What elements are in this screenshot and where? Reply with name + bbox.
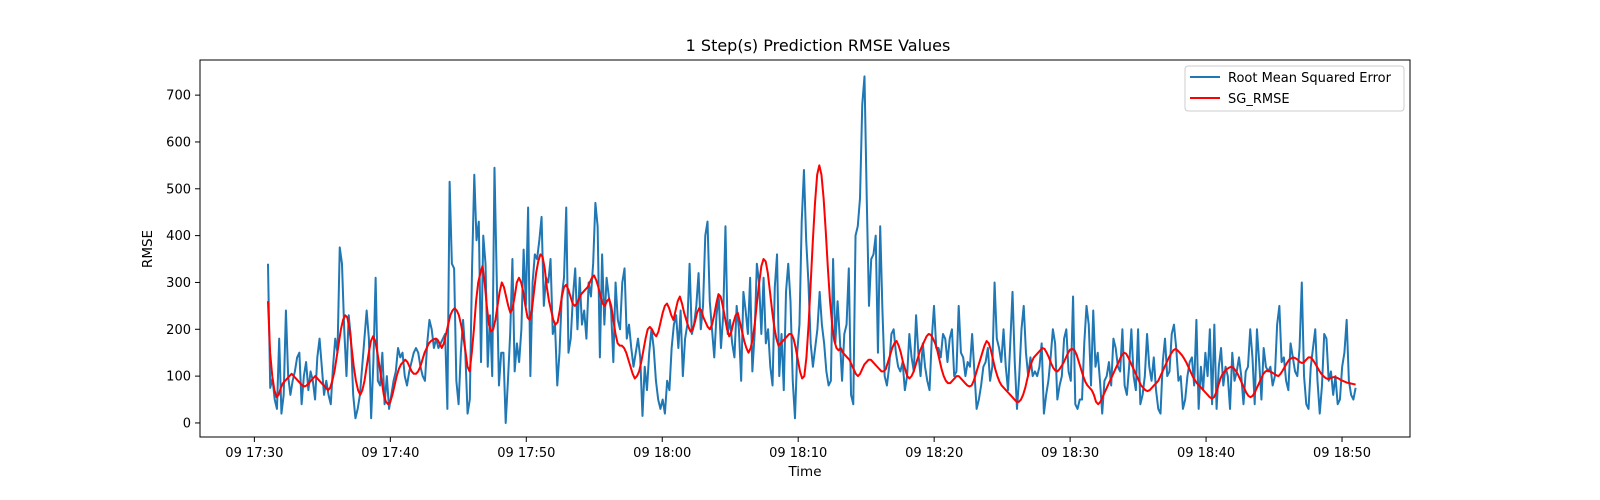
y-tick-label: 500 bbox=[166, 182, 191, 197]
x-tick-label: 09 18:20 bbox=[905, 446, 963, 461]
y-tick-label: 600 bbox=[166, 135, 191, 150]
plot-area bbox=[199, 59, 1411, 438]
y-tick-label: 400 bbox=[166, 229, 191, 244]
x-tick-label: 09 17:30 bbox=[225, 446, 283, 461]
y-axis-title: RMSE bbox=[140, 230, 156, 268]
legend: Root Mean Squared Error SG_RMSE bbox=[1184, 65, 1405, 112]
x-axis: 09 17:30 09 17:40 09 17:50 09 18:00 09 18:10… bbox=[225, 437, 1371, 461]
legend-box bbox=[1184, 65, 1405, 112]
y-tick-label: 300 bbox=[166, 276, 191, 291]
y-axis: 0 100 200 300 400 500 600 700 bbox=[166, 89, 200, 431]
chart-title: 1 Step(s) Prediction RMSE Values bbox=[686, 36, 951, 55]
legend-label-rmse: Root Mean Squared Error bbox=[1228, 71, 1392, 86]
x-tick-label: 09 18:40 bbox=[1177, 446, 1235, 461]
x-tick-label: 09 17:40 bbox=[361, 446, 419, 461]
x-tick-label: 09 18:00 bbox=[633, 446, 691, 461]
x-axis-title: Time bbox=[787, 464, 821, 480]
x-tick-label: 09 18:50 bbox=[1313, 446, 1371, 461]
series-line-rmse bbox=[266, 75, 1357, 424]
x-tick-label: 09 17:50 bbox=[497, 446, 555, 461]
x-tick-label: 09 18:30 bbox=[1041, 446, 1099, 461]
y-tick-label: 0 bbox=[183, 416, 191, 431]
x-tick-label: 09 18:10 bbox=[769, 446, 827, 461]
legend-label-sg-rmse: SG_RMSE bbox=[1228, 92, 1290, 107]
y-tick-label: 100 bbox=[166, 370, 191, 385]
y-tick-label: 200 bbox=[166, 323, 191, 338]
plot-frame bbox=[199, 59, 1411, 438]
series-line-sg-rmse bbox=[266, 164, 1356, 406]
y-tick-label: 700 bbox=[166, 89, 191, 104]
